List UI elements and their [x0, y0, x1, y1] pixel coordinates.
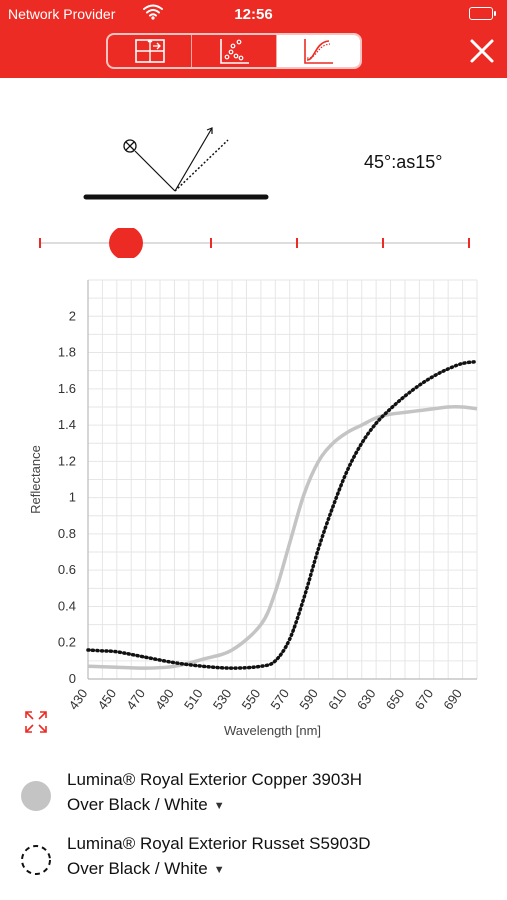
x-tick-label: 610 [325, 686, 350, 712]
x-tick-label: 590 [296, 686, 321, 712]
top-bar: Network Provider 12:56 [0, 0, 507, 78]
segment-curve-view[interactable] [276, 35, 360, 67]
x-tick-label: 530 [210, 686, 235, 712]
legend-item[interactable]: Lumina® Royal Exterior Russet S5903D Ove… [20, 834, 500, 894]
caret-down-icon: ▼ [213, 799, 225, 812]
y-tick-label: 0.8 [58, 526, 76, 541]
x-tick-label: 690 [440, 686, 465, 712]
curve-chart-icon [304, 39, 334, 64]
battery-icon [469, 7, 496, 20]
x-tick-label: 650 [383, 686, 408, 712]
expand-icon[interactable] [24, 710, 48, 734]
angle-label: 45°:as15° [364, 152, 443, 172]
x-tick-label: 670 [411, 686, 436, 712]
grid-cross-icon [134, 39, 165, 63]
wifi-icon [143, 4, 163, 20]
caret-down-icon: ▼ [213, 863, 225, 876]
x-axis-label: Wavelength [nm] [224, 723, 321, 738]
slider-thumb[interactable] [109, 228, 143, 258]
status-bar: Network Provider 12:56 [8, 4, 499, 24]
angle-slider[interactable] [38, 228, 472, 258]
y-tick-label: 1.8 [58, 345, 76, 360]
x-tick-label: 470 [123, 686, 148, 712]
y-tick-label: 0.4 [58, 598, 76, 613]
x-tick-label: 510 [181, 686, 206, 712]
legend-substrate-label: Over Black / White [67, 859, 208, 878]
dashed-swatch-icon [21, 845, 51, 875]
legend-product-name: Lumina® Royal Exterior Russet S5903D [67, 834, 371, 853]
scatter-chart-icon [220, 39, 249, 64]
legend-substrate-selector[interactable]: Over Black / White ▼ [67, 859, 225, 879]
close-icon[interactable] [468, 37, 496, 65]
measurement-geometry-diagram [83, 127, 269, 200]
carrier-label: Network Provider [8, 6, 116, 22]
segment-grid-view[interactable] [108, 35, 193, 67]
y-tick-label: 1.6 [58, 381, 76, 396]
incident-ray [134, 150, 176, 192]
solid-swatch-icon [21, 781, 51, 811]
y-tick-label: 1.2 [58, 453, 76, 468]
y-tick-label: 0.2 [58, 635, 76, 650]
x-tick-label: 450 [95, 686, 120, 712]
x-tick-label: 430 [66, 686, 91, 712]
legend-product-name: Lumina® Royal Exterior Copper 3903H [67, 770, 363, 789]
x-tick-label: 490 [152, 686, 177, 712]
x-tick-label: 630 [354, 686, 379, 712]
clock: 12:56 [234, 6, 273, 23]
view-segmented-control [106, 33, 362, 69]
segment-scatter-view[interactable] [192, 35, 277, 67]
x-tick-label: 570 [267, 686, 292, 712]
y-tick-label: 1.4 [58, 417, 76, 432]
legend-substrate-selector[interactable]: Over Black / White ▼ [67, 795, 225, 815]
light-source-icon [123, 139, 137, 153]
series-line-2 [86, 359, 479, 670]
y-tick-label: 0 [69, 671, 76, 686]
reflected-ray [174, 127, 213, 192]
y-tick-label: 1 [69, 490, 76, 505]
legend-substrate-label: Over Black / White [67, 795, 208, 814]
aspecular-ray [174, 139, 229, 192]
y-tick-label: 0.6 [58, 562, 76, 577]
legend-item[interactable]: Lumina® Royal Exterior Copper 3903H Over… [20, 770, 500, 830]
series-line-1 [87, 404, 478, 670]
x-tick-label: 550 [239, 686, 264, 712]
y-axis-label: Reflectance [28, 445, 43, 514]
y-tick-label: 2 [69, 308, 76, 323]
